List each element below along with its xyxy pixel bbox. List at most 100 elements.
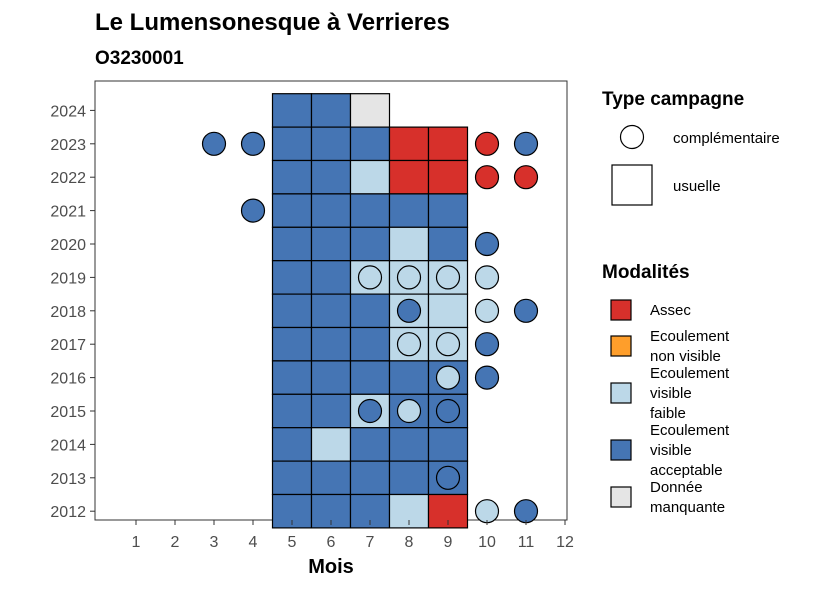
tile-2020-5 (271, 226, 313, 262)
point-2019-8 (396, 265, 422, 290)
tile-2024-7 (349, 93, 391, 128)
tile-2021-8 (388, 193, 430, 228)
legend-key-assec (610, 299, 632, 321)
point-2022-10 (474, 165, 500, 190)
tile-2021-5 (271, 193, 313, 228)
tile-2022-6 (310, 159, 352, 195)
legend-label-assec: Assec (650, 302, 691, 319)
y-tick-label-2012: 2012 (50, 504, 86, 521)
point-2021-4 (240, 198, 266, 223)
legend-label-ecoulement-visible-faible: Ecoulement visible faible (650, 365, 730, 422)
point-2015-9 (435, 398, 461, 424)
point-2012-10 (474, 499, 500, 524)
legend-usuelle-label: usuelle (673, 178, 721, 195)
tile-2019-5 (271, 260, 313, 295)
x-tick-label-8: 8 (405, 534, 414, 551)
y-tick-label-2017: 2017 (50, 337, 86, 354)
legend-type-title: Type campagne (602, 89, 744, 110)
tile-2018-9 (427, 293, 469, 329)
y-tick-label-2014: 2014 (50, 437, 86, 454)
legend-complementaire-key (619, 124, 645, 150)
tile-2021-6 (310, 193, 352, 228)
legend-usuelle-key (611, 164, 653, 206)
point-layer (201, 131, 539, 524)
point-2019-10 (474, 265, 500, 290)
tile-2017-5 (271, 326, 313, 362)
x-tick-label-1: 1 (132, 534, 141, 551)
tile-2022-8 (388, 159, 430, 195)
tile-2023-6 (310, 126, 352, 162)
tile-2020-6 (310, 226, 352, 262)
point-2019-7 (357, 265, 383, 290)
tile-2023-5 (271, 126, 313, 162)
legend-key-ecoulement-visible-acceptable (610, 439, 632, 461)
tile-2023-8 (388, 126, 430, 162)
tile-2016-6 (310, 360, 352, 395)
tile-2023-7 (349, 126, 391, 162)
tile-2018-7 (349, 293, 391, 329)
x-axis-title: Mois (308, 556, 354, 578)
x-tick-label-2: 2 (171, 534, 180, 551)
tile-layer (271, 93, 469, 529)
tile-2017-6 (310, 326, 352, 362)
point-2022-11 (513, 165, 539, 190)
chart-title: Le Lumensonesque à Verrieres (95, 9, 450, 36)
point-2016-10 (474, 365, 500, 390)
y-tick-label-2019: 2019 (50, 270, 86, 287)
point-2015-7 (357, 398, 383, 424)
tile-2013-6 (310, 460, 352, 496)
tile-2013-5 (271, 460, 313, 496)
point-2023-10 (474, 131, 500, 156)
tile-2014-9 (427, 427, 469, 462)
y-tick-label-2020: 2020 (50, 237, 86, 254)
x-tick-label-11: 11 (518, 534, 535, 551)
tile-2023-9 (427, 126, 469, 162)
tile-2014-7 (349, 427, 391, 462)
x-tick-label-9: 9 (444, 534, 453, 551)
tile-2020-9 (427, 226, 469, 262)
x-tick-label-10: 10 (478, 534, 496, 551)
point-2016-9 (435, 365, 461, 390)
point-2023-4 (240, 131, 266, 156)
tile-2016-5 (271, 360, 313, 395)
tile-2014-5 (271, 427, 313, 462)
tile-2016-8 (388, 360, 430, 395)
point-2019-9 (435, 265, 461, 290)
legend-label-ecoulement-visible-acceptable: Ecoulement visible acceptable (650, 422, 730, 479)
tile-2018-5 (271, 293, 313, 329)
legend-label-ecoulement-non-visible: Ecoulement non visible (650, 328, 730, 365)
x-tick-label-12: 12 (556, 534, 574, 551)
x-tick-label-6: 6 (327, 534, 336, 551)
y-tick-label-2018: 2018 (50, 304, 86, 321)
legend-label-donnee-manquante: Donnée manquante (650, 479, 725, 516)
y-tick-label-2021: 2021 (50, 204, 86, 221)
tile-2019-6 (310, 260, 352, 295)
y-tick-label-2024: 2024 (50, 103, 86, 120)
tile-2014-6 (310, 427, 352, 462)
legend-key-ecoulement-visible-faible (610, 382, 632, 404)
x-tick-label-7: 7 (366, 534, 375, 551)
x-tick-label-3: 3 (210, 534, 219, 551)
point-2018-11 (513, 298, 539, 323)
legend-complementaire-label: complémentaire (673, 130, 780, 147)
tile-2016-7 (349, 360, 391, 395)
y-tick-label-2016: 2016 (50, 371, 86, 388)
legend-modalites-title: Modalités (602, 262, 690, 283)
tile-2021-9 (427, 193, 469, 228)
x-tick-label-4: 4 (249, 534, 258, 551)
legend-key-donnee-manquante (610, 486, 632, 508)
y-tick-label-2022: 2022 (50, 170, 86, 187)
tile-2022-5 (271, 159, 313, 195)
tile-2021-7 (349, 193, 391, 228)
point-2023-3 (201, 131, 227, 156)
point-2017-10 (474, 332, 500, 357)
tile-2013-7 (349, 460, 391, 496)
y-axis: 2012 2013 2014 2015 2016 2017 2018 2019 2020 2021… (50, 103, 95, 521)
tile-2020-8 (388, 226, 430, 262)
tile-2022-7 (349, 159, 391, 195)
tile-2015-6 (310, 393, 352, 429)
tile-2024-5 (271, 93, 313, 128)
point-2018-10 (474, 298, 500, 323)
